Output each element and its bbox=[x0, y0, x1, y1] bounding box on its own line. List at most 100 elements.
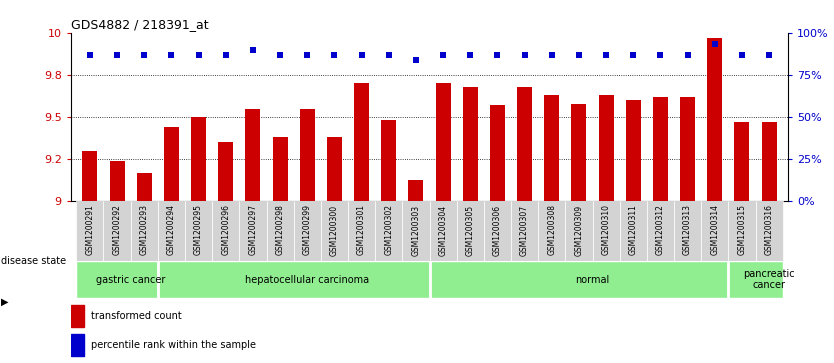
Bar bbox=[191, 117, 206, 201]
Point bbox=[192, 52, 205, 57]
Point bbox=[626, 52, 640, 57]
Point bbox=[274, 52, 287, 57]
Point bbox=[545, 52, 559, 57]
Text: GSM1200316: GSM1200316 bbox=[765, 204, 774, 256]
Point bbox=[165, 52, 178, 57]
Bar bbox=[327, 137, 342, 201]
Bar bbox=[109, 161, 124, 201]
Text: GSM1200293: GSM1200293 bbox=[140, 204, 148, 256]
Text: GSM1200295: GSM1200295 bbox=[194, 204, 203, 256]
Bar bbox=[571, 103, 586, 201]
Bar bbox=[267, 201, 294, 261]
Bar bbox=[626, 100, 641, 201]
Bar bbox=[375, 201, 402, 261]
Text: GSM1200314: GSM1200314 bbox=[711, 204, 719, 256]
Bar bbox=[71, 305, 83, 327]
Point bbox=[409, 57, 423, 62]
Point bbox=[654, 52, 667, 57]
Bar bbox=[756, 201, 782, 261]
Text: normal: normal bbox=[575, 274, 610, 285]
Bar bbox=[158, 201, 185, 261]
Text: GSM1200305: GSM1200305 bbox=[465, 204, 475, 256]
Text: percentile rank within the sample: percentile rank within the sample bbox=[91, 340, 256, 350]
Point bbox=[708, 42, 721, 48]
Bar bbox=[321, 201, 348, 261]
Bar bbox=[435, 83, 450, 201]
Text: GSM1200315: GSM1200315 bbox=[737, 204, 746, 256]
Point bbox=[681, 52, 694, 57]
Bar bbox=[77, 201, 103, 261]
Point bbox=[464, 52, 477, 57]
Text: GSM1200307: GSM1200307 bbox=[520, 204, 529, 256]
Point bbox=[490, 52, 504, 57]
Text: GSM1200301: GSM1200301 bbox=[357, 204, 366, 256]
Point bbox=[600, 52, 613, 57]
Bar bbox=[592, 201, 620, 261]
Bar bbox=[538, 201, 565, 261]
Point bbox=[736, 52, 749, 57]
Bar bbox=[647, 201, 674, 261]
Text: transformed count: transformed count bbox=[91, 311, 182, 321]
Text: GSM1200312: GSM1200312 bbox=[656, 204, 665, 255]
Bar bbox=[599, 95, 614, 201]
Point bbox=[110, 52, 123, 57]
Text: gastric cancer: gastric cancer bbox=[96, 274, 165, 285]
Text: disease state: disease state bbox=[1, 256, 66, 266]
Bar bbox=[409, 180, 424, 201]
Point bbox=[518, 52, 531, 57]
Point bbox=[382, 52, 395, 57]
Bar bbox=[83, 151, 98, 201]
Bar bbox=[484, 201, 511, 261]
Bar bbox=[348, 201, 375, 261]
Bar bbox=[294, 201, 321, 261]
Point bbox=[300, 52, 314, 57]
Text: GDS4882 / 218391_at: GDS4882 / 218391_at bbox=[71, 19, 208, 32]
Text: GSM1200308: GSM1200308 bbox=[547, 204, 556, 256]
Text: GSM1200300: GSM1200300 bbox=[330, 204, 339, 256]
Bar bbox=[463, 87, 478, 201]
Bar bbox=[77, 261, 158, 298]
Bar bbox=[273, 137, 288, 201]
Bar bbox=[212, 201, 239, 261]
Bar bbox=[457, 201, 484, 261]
Bar bbox=[430, 261, 728, 298]
Text: GSM1200297: GSM1200297 bbox=[249, 204, 258, 256]
Bar bbox=[158, 261, 430, 298]
Point bbox=[83, 52, 97, 57]
Bar bbox=[707, 38, 722, 201]
Point bbox=[138, 52, 151, 57]
Text: GSM1200310: GSM1200310 bbox=[601, 204, 610, 256]
Point bbox=[436, 52, 450, 57]
Point bbox=[328, 52, 341, 57]
Bar bbox=[653, 97, 668, 201]
Bar bbox=[620, 201, 647, 261]
Bar bbox=[131, 201, 158, 261]
Point bbox=[762, 52, 776, 57]
Bar bbox=[701, 201, 728, 261]
Bar bbox=[517, 87, 532, 201]
Bar bbox=[681, 97, 695, 201]
Text: GSM1200311: GSM1200311 bbox=[629, 204, 638, 255]
Text: GSM1200302: GSM1200302 bbox=[384, 204, 394, 256]
Bar bbox=[245, 109, 260, 201]
Bar bbox=[728, 261, 782, 298]
Text: GSM1200309: GSM1200309 bbox=[575, 204, 584, 256]
Bar bbox=[402, 201, 430, 261]
Bar bbox=[430, 201, 457, 261]
Text: pancreatic
cancer: pancreatic cancer bbox=[743, 269, 795, 290]
Bar bbox=[354, 83, 369, 201]
Point bbox=[572, 52, 585, 57]
Bar bbox=[219, 142, 234, 201]
Bar bbox=[103, 201, 131, 261]
Text: ▶: ▶ bbox=[1, 296, 8, 306]
Bar bbox=[674, 201, 701, 261]
Text: GSM1200292: GSM1200292 bbox=[113, 204, 122, 255]
Text: GSM1200291: GSM1200291 bbox=[85, 204, 94, 255]
Text: GSM1200304: GSM1200304 bbox=[439, 204, 448, 256]
Bar bbox=[735, 122, 750, 201]
Bar bbox=[381, 121, 396, 201]
Text: GSM1200303: GSM1200303 bbox=[411, 204, 420, 256]
Bar bbox=[728, 201, 756, 261]
Bar bbox=[545, 95, 560, 201]
Text: GSM1200313: GSM1200313 bbox=[683, 204, 692, 256]
